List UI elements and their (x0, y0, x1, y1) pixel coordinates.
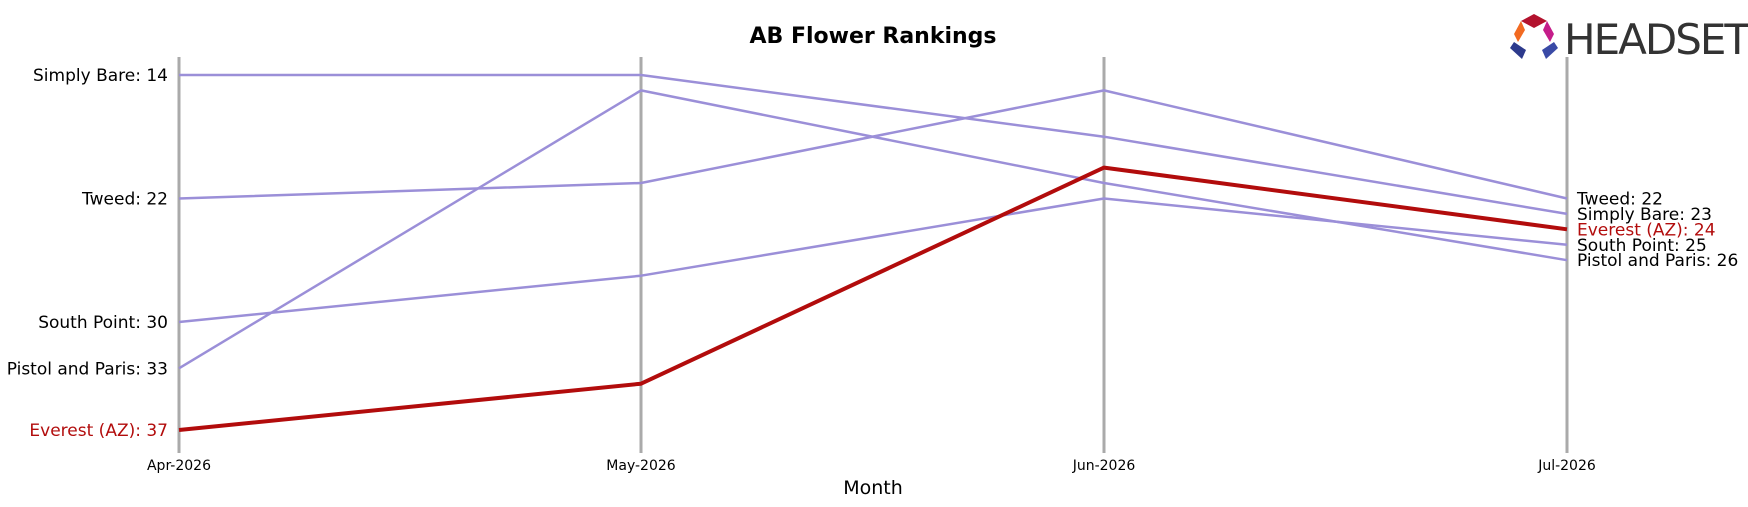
series-line-simply-bare (179, 73, 1568, 216)
x-tick-label: May-2026 (606, 458, 675, 474)
end-label: Simply Bare: 23 (1577, 205, 1712, 225)
x-tick-label: Apr-2026 (147, 458, 211, 474)
start-label: Pistol and Paris: 33 (7, 359, 168, 379)
end-label: Everest (AZ): 24 (1577, 220, 1716, 240)
headset-logo: HEADSET (1510, 14, 1748, 64)
end-label: South Point: 25 (1577, 236, 1707, 256)
series-line-everest-az (178, 165, 1568, 432)
start-label: Everest (AZ): 37 (29, 421, 168, 441)
month-axis-lines (177, 57, 1569, 453)
start-label: Tweed: 22 (81, 190, 168, 210)
series-line-south-point (178, 197, 1568, 324)
start-label: South Point: 30 (38, 313, 168, 333)
headset-logo-icon (1510, 14, 1558, 59)
logo-text: HEADSET (1564, 15, 1748, 64)
x-tick-label: Jul-2026 (1537, 458, 1596, 474)
x-tick-labels: Apr-2026 May-2026 Jun-2026 Jul-2026 (147, 458, 1596, 474)
end-label: Tweed: 22 (1576, 190, 1663, 210)
chart-title: AB Flower Rankings (749, 24, 996, 49)
start-labels: Simply Bare: 14 Tweed: 22 South Point: 30 P… (7, 66, 168, 441)
x-axis-label: Month (843, 477, 903, 499)
series-line-pistol-and-paris (178, 89, 1568, 370)
end-label: Pistol and Paris: 26 (1577, 251, 1738, 271)
x-tick-label: Jun-2026 (1072, 458, 1136, 474)
series-lines (178, 73, 1568, 432)
start-label: Simply Bare: 14 (33, 66, 168, 86)
